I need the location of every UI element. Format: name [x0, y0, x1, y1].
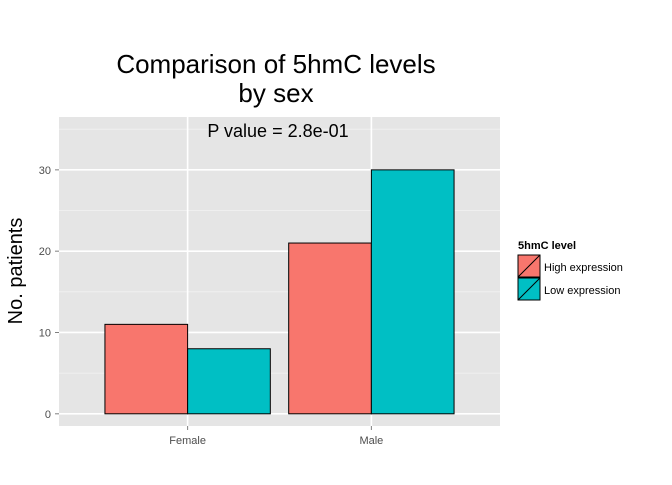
legend-title: 5hmC level — [518, 240, 576, 252]
bar-female-high-expression — [104, 323, 189, 415]
legend-item-label: Low expression — [544, 285, 620, 297]
x-tick-label: Male — [359, 435, 383, 447]
y-axis: 0 10 20 30 — [39, 165, 59, 421]
bar-female-low-expression — [187, 348, 271, 415]
legend-key-slash — [517, 277, 541, 301]
bar-male-low-expression — [370, 169, 455, 415]
x-axis: Female Male — [169, 426, 383, 447]
legend: 5hmC level High expression Low expression — [517, 240, 623, 301]
legend-items: High expression Low expression — [517, 254, 623, 301]
y-tick-label: 0 — [45, 409, 51, 421]
p-value-annotation: P value = 2.8e-01 — [207, 121, 348, 141]
legend-key-slash — [517, 254, 541, 278]
bar-male-high-expression — [288, 242, 372, 415]
y-axis-label: No. patients — [5, 218, 27, 325]
y-tick-label: 20 — [39, 246, 51, 258]
y-tick-label: 30 — [39, 165, 51, 177]
legend-item-label: High expression — [544, 262, 623, 274]
bars — [104, 169, 455, 415]
chart-title-line-2: by sex — [238, 78, 313, 108]
chart-title-line-1: Comparison of 5hmC levels — [116, 49, 435, 79]
x-tick-label: Female — [169, 435, 206, 447]
y-tick-label: 10 — [39, 327, 51, 339]
